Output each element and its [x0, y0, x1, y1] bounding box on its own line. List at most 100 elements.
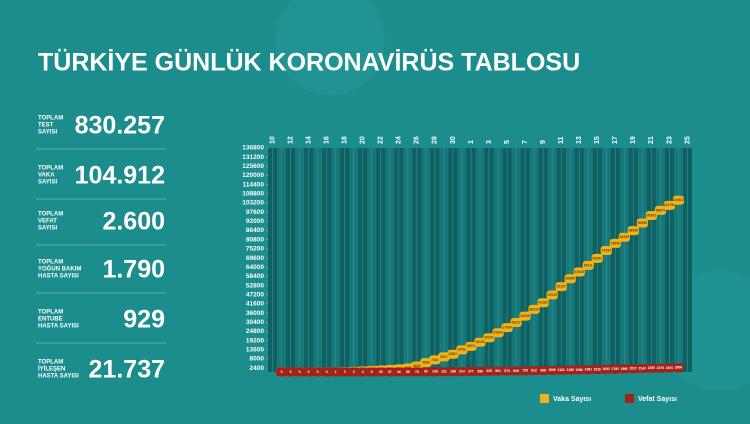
data-label: 86306	[629, 229, 639, 233]
point	[573, 365, 585, 375]
data-label: 104912	[673, 198, 684, 202]
stat-label: İYİLEŞEN	[38, 366, 65, 373]
point	[456, 367, 468, 377]
x-tick-label: 9	[540, 140, 547, 144]
point	[627, 364, 639, 374]
data-label: 69392	[593, 256, 603, 260]
point	[465, 367, 477, 377]
data-label: 356	[477, 369, 483, 373]
point	[302, 367, 315, 377]
point	[663, 363, 676, 373]
point	[636, 363, 649, 373]
y-tick-label: 13600	[246, 346, 264, 353]
point	[311, 367, 324, 377]
point	[546, 290, 558, 300]
point	[591, 365, 603, 375]
y-tick-label: 41600	[246, 301, 264, 308]
point	[564, 365, 576, 375]
y-tick-label: 131200	[242, 154, 264, 161]
stat-label: SAYISI	[38, 180, 57, 186]
point	[636, 218, 649, 228]
data-label: 47029	[547, 293, 557, 297]
point	[384, 367, 396, 377]
data-label: 65111	[584, 263, 593, 267]
point	[582, 260, 594, 270]
stat-label: TOPLAM	[38, 166, 63, 172]
data-label: 42282	[538, 301, 548, 305]
x-tick-label: 11	[558, 136, 565, 144]
x-tick-label: 15	[594, 136, 601, 144]
stat-value: 929	[123, 306, 165, 334]
data-label: 5698	[422, 361, 430, 365]
data-label: 425	[486, 369, 492, 373]
point	[456, 345, 468, 355]
data-label: 501	[495, 369, 501, 373]
x-tick-label: 24	[396, 136, 403, 144]
point	[429, 355, 441, 365]
data-label: 2600	[675, 366, 683, 370]
stat-value: 104.912	[75, 162, 165, 190]
data-label: 2491	[666, 366, 674, 370]
data-label: 168	[450, 370, 456, 374]
data-label: 1296	[575, 368, 583, 372]
stat-label: ENTUBE	[38, 317, 63, 323]
point	[429, 367, 441, 377]
point	[438, 352, 450, 362]
data-label: 18135	[475, 340, 485, 344]
data-label: 4	[362, 370, 364, 374]
point	[519, 366, 531, 376]
x-tick-label: 1	[468, 140, 475, 144]
point	[330, 367, 342, 377]
data-label: 98674	[656, 208, 666, 212]
data-label: 2	[344, 370, 346, 374]
data-label: 15679	[466, 344, 476, 348]
y-tick-label: 114400	[243, 181, 265, 188]
data-label: 0	[308, 370, 310, 374]
point	[402, 367, 414, 377]
data-label: 1518	[594, 367, 602, 371]
data-label: 908	[540, 368, 546, 372]
data-label: 78546	[611, 241, 621, 245]
x-tick-label: 17	[612, 136, 619, 144]
y-tick-label: 58400	[246, 273, 264, 280]
data-label: 7402	[431, 358, 439, 362]
x-tick-label: 20	[360, 136, 367, 144]
stat-label: TOPLAM	[38, 360, 63, 366]
y-tick-label: 125600	[242, 163, 264, 170]
y-tick-label: 103200	[242, 200, 264, 207]
y-tick-label: 36000	[246, 310, 264, 317]
point	[411, 367, 423, 377]
data-label: 0	[281, 370, 283, 374]
data-label: 1	[335, 370, 337, 374]
x-tick-label: 28	[432, 136, 439, 144]
y-tick-label: 2400	[250, 365, 265, 372]
point	[447, 367, 459, 377]
stat-value: 830.257	[75, 112, 165, 140]
point	[519, 311, 531, 321]
point	[528, 304, 540, 314]
point	[591, 253, 603, 263]
y-tick-label: 64000	[246, 264, 264, 271]
data-label: 9	[371, 370, 373, 374]
point	[483, 333, 495, 343]
y-tick-label: 136800	[242, 145, 264, 152]
point	[321, 367, 333, 377]
point	[501, 366, 513, 376]
data-label: 812	[531, 369, 537, 373]
data-label: 1643	[603, 367, 611, 371]
point	[438, 367, 450, 377]
stat-label: SAYISI	[38, 226, 57, 232]
data-label: 2017	[630, 367, 638, 371]
x-tick-label: 5	[504, 140, 511, 144]
data-label: 0	[299, 370, 301, 374]
point	[600, 246, 612, 256]
data-label: 2376	[657, 366, 665, 370]
point	[672, 195, 685, 205]
x-tick-label: 3	[486, 140, 493, 144]
legend-swatch	[625, 394, 634, 403]
x-tick-label: 16	[323, 136, 330, 144]
point	[510, 366, 522, 376]
x-tick-label: 22	[378, 136, 385, 144]
x-tick-label: 26	[414, 136, 421, 144]
